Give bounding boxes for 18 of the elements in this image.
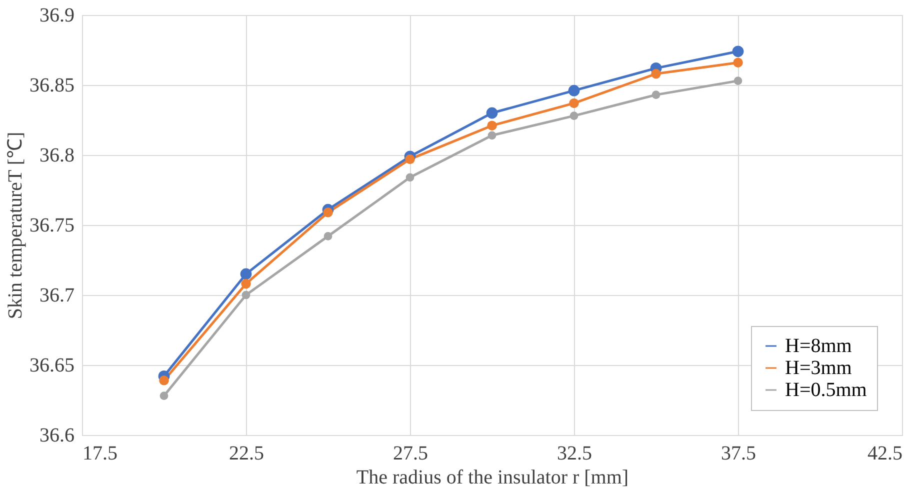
y-tick-label: 36.9 [40,4,74,26]
x-tick-label: 17.5 [82,442,118,464]
x-tick-label: 27.5 [393,442,428,464]
y-tick-label: 36.8 [40,144,74,166]
y-tick-label: 36.6 [40,424,74,446]
y-tick-label: 36.7 [40,284,74,306]
y-tick-label: 36.75 [30,214,74,236]
legend-label: H=8mm [785,335,852,357]
legend-label: H=0.5mm [785,379,868,401]
x-tick-label: 32.5 [557,442,592,464]
x-tick-label: 37.5 [721,442,756,464]
y-tick-label: 36.65 [30,354,74,376]
x-axis-title: The radius of the insulator r [mm] [356,466,629,488]
x-tick-label: 42.5 [868,442,902,464]
y-tick-label: 36.85 [30,74,74,96]
y-axis-title: Skin temperatureT [℃] [4,132,26,320]
legend-label: H=3mm [785,357,852,379]
x-tick-label: 22.5 [229,442,264,464]
